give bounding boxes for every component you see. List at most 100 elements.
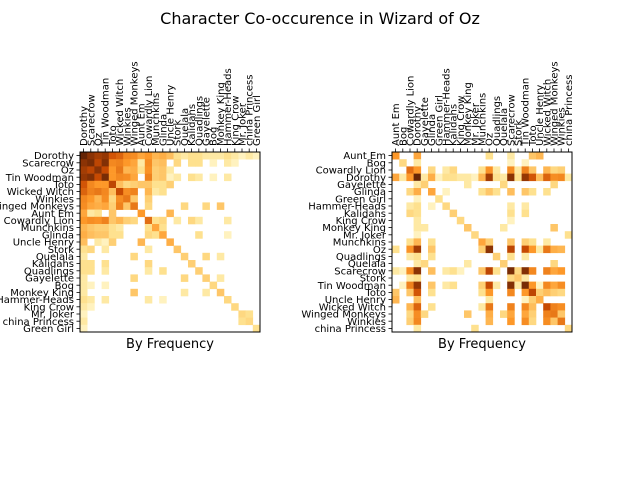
heatmap-cell-king-crow-king-crow: [231, 303, 239, 311]
heatmap-cell-tin-woodman-hammer-heads: [224, 173, 232, 182]
heatmap-cell-oz-glinda: [159, 166, 167, 174]
heatmap-cell-hammer-heads-tin-woodman: [101, 296, 110, 304]
heatmap-cell-dorothy-oz: [94, 152, 102, 160]
heatmap-cell-glinda-cowardly-lion: [406, 188, 414, 196]
heatmap-cell-munchkins-oz: [485, 238, 494, 246]
heatmap-cell-kalidahs-tin-woodman: [101, 260, 110, 268]
heatmap-cell-dorothy-aunt-em: [137, 152, 146, 160]
heatmap-cell-winged-monkeys-quelala: [500, 310, 508, 318]
heatmap-cell-oz-winkies: [123, 166, 131, 174]
heatmap-cell-oz-munchkins: [478, 245, 486, 254]
heatmap-cell-winged-monkeys-gayelette: [202, 202, 210, 210]
heatmap-cell-cowardly-lion-stork: [514, 166, 522, 174]
y-tick-label: Stork: [360, 274, 386, 285]
heatmap-cell-wicked-witch-toto: [108, 188, 117, 196]
heatmap-cell-scarecrow-stork: [514, 267, 522, 275]
heatmap-cell-wicked-witch-cowardly-lion: [406, 303, 414, 311]
y-tick-label: Quadlings: [24, 266, 74, 277]
heatmap-cell-dorothy-munchkins: [478, 173, 486, 182]
heatmap-cell-wicked-witch-winged-monkeys: [130, 188, 138, 196]
heatmap-cell-mr-joker-mr-joker: [471, 231, 479, 239]
heatmap-cell-winged-monkeys-winkies: [557, 310, 566, 318]
heatmap-cell-winkies-winged-monkeys: [130, 195, 138, 203]
y-tick-label: Cowardly Lion: [4, 216, 74, 227]
heatmap-cell-tin-woodman-uncle-henry: [166, 173, 174, 182]
y-tick-label: Monkey King: [10, 288, 74, 299]
y-tick-label: Kalidahs: [344, 209, 386, 220]
x-tick-label: Winged Monkeys: [550, 61, 561, 146]
heatmap-cell-scarecrow-dorothy: [80, 159, 88, 167]
y-tick-label: Bog: [367, 158, 386, 169]
heatmap-cell-monkey-king-monkey-king: [464, 224, 472, 232]
heatmap-cell-dorothy-uncle-henry: [536, 173, 544, 182]
y-tick-label: Gayelette: [25, 274, 74, 285]
heatmap-cell-monkey-king-quelala: [180, 288, 189, 297]
heatmap-cell-tin-woodman-uncle-henry: [536, 281, 544, 290]
heatmap-cell-oz-winkies: [557, 245, 566, 254]
heatmap-cell-winkies-cowardly-lion: [406, 317, 414, 326]
heatmap-cell-toto-tin-woodman: [521, 288, 530, 297]
heatmap-cell-cowardly-lion-hammer-heads: [224, 216, 232, 225]
heatmap-cell-scarecrow-quadlings: [195, 159, 203, 167]
heatmap-cell-hammer-heads-tin-woodman: [521, 202, 530, 210]
heatmap-cell-quadlings-glinda: [428, 252, 436, 261]
heatmap-cell-scarecrow-king-crow: [456, 267, 465, 275]
x-tick-label: Gayelette: [420, 97, 431, 146]
heatmap-cell-scarecrow-bog: [209, 159, 218, 167]
heatmap-cell-scarecrow-scarecrow: [87, 159, 95, 167]
x-tick-label: Scarecrow: [506, 94, 517, 146]
heatmap-panel-frequency-left: DorothyDorothyScarecrowScarecrowOzOzTin …: [0, 61, 263, 352]
heatmap-cell-winkies-scarecrow: [87, 195, 95, 203]
heatmap-cell-scarecrow-munchkins: [152, 159, 160, 167]
x-tick-label: Munchkins: [478, 93, 489, 146]
heatmap-cell-quadlings-tin-woodman: [101, 267, 110, 275]
heatmap-cell-cowardly-lion-dorothy: [80, 216, 88, 225]
heatmap-cell-gayelette-gayelette: [202, 274, 210, 282]
x-tick-label: Stork: [514, 120, 525, 146]
heatmap-cell-dorothy-hammer-heads: [442, 173, 450, 182]
heatmap-cell-wicked-witch-scarecrow: [87, 188, 95, 196]
heatmap-cell-munchkins-toto: [528, 238, 537, 246]
heatmap-cell-king-crow-king-crow: [456, 216, 465, 225]
heatmap-cell-tin-woodman-tin-woodman: [521, 281, 530, 290]
heatmap-cell-scarecrow-stork: [173, 159, 182, 167]
heatmap-cell-cowardly-lion-scarecrow: [87, 216, 95, 225]
heatmap-cell-oz-scarecrow: [87, 166, 95, 174]
heatmap-cell-king-crow-scarecrow: [507, 216, 515, 225]
heatmap-cell-quelala-gayelette: [420, 260, 429, 268]
heatmap-cell-kalidahs-scarecrow: [507, 209, 515, 218]
x-tick-label: Uncle Henry: [166, 85, 177, 146]
x-tick-label: Glinda: [158, 114, 169, 146]
x-tick-label: Monkey King: [216, 82, 227, 146]
chart-title: Character Co-occurence in Wizard of Oz: [160, 9, 480, 28]
heatmap-cell-quelala-dorothy: [413, 260, 422, 268]
heatmap-cell-glinda-dorothy: [80, 231, 88, 239]
heatmap-cell-glinda-scarecrow: [507, 188, 515, 196]
y-tick-label: Wicked Witch: [319, 302, 386, 313]
heatmap-cell-tin-woodman-glinda: [428, 281, 436, 290]
heatmap-cell-glinda-glinda: [428, 188, 436, 196]
heatmap-cell-quadlings-glinda: [159, 267, 167, 275]
heatmap-cell-kalidahs-kalidahs: [188, 260, 196, 268]
x-tick-label: Cowardly Lion: [406, 76, 417, 146]
heatmap-cell-bog-bog: [209, 281, 218, 290]
heatmap-cell-dorothy-green-girl: [435, 173, 443, 182]
heatmap-cell-glinda-tin-woodman: [521, 188, 530, 196]
heatmap-cell-green-girl-green-girl: [435, 195, 443, 203]
x-tick-label: Stork: [173, 120, 184, 146]
heatmap-cell-toto-oz: [94, 180, 102, 189]
heatmap-cell-munchkins-munchkins: [152, 224, 160, 232]
heatmap-cell-munchkins-tin-woodman: [521, 238, 530, 246]
heatmap-cell-gayelette-dorothy: [413, 180, 422, 189]
heatmap-cell-dorothy-china-princess: [245, 152, 254, 160]
heatmap-cell-wicked-witch-glinda: [159, 188, 167, 196]
y-tick-label: Green Girl: [335, 194, 386, 205]
heatmap-cell-tin-woodman-dorothy: [80, 173, 88, 182]
heatmap-cell-glinda-quadlings: [492, 188, 501, 196]
heatmap-cell-gayelette-monkey-king: [216, 274, 225, 282]
heatmap-cell-aunt-em-oz: [485, 152, 494, 160]
heatmap-cell-winkies-winkies: [557, 317, 566, 326]
heatmap-cell-cowardly-lion-glinda: [428, 166, 436, 174]
heatmap-cell-cowardly-lion-oz: [485, 166, 494, 174]
